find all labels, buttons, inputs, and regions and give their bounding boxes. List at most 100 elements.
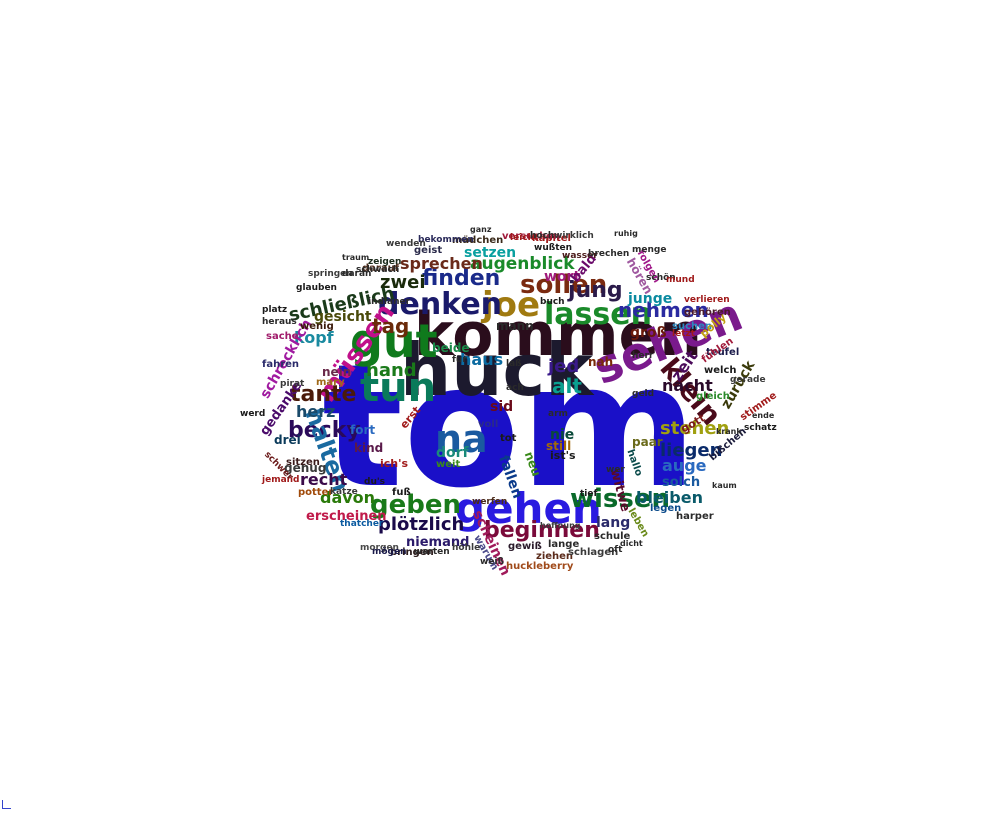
- word-cloud-word: herz: [296, 402, 336, 421]
- word-cloud-word: wirklich: [554, 231, 594, 241]
- word-cloud-word: huckleberry: [506, 561, 574, 572]
- word-cloud-word: traum: [342, 253, 370, 262]
- word-cloud-word: ich's: [380, 457, 409, 470]
- word-cloud-word: jemand: [262, 475, 300, 485]
- word-cloud-word: daran: [342, 269, 372, 279]
- word-cloud-word: kind: [354, 441, 384, 455]
- word-cloud-word: letzt: [672, 329, 696, 339]
- word-cloud-word: augenblick: [470, 254, 575, 274]
- word-cloud-word: nah: [588, 355, 614, 369]
- word-cloud-word: darauf: [362, 263, 400, 274]
- word-cloud-word: sollen: [520, 270, 608, 300]
- word-cloud-word: plötzlich: [378, 514, 465, 535]
- word-cloud-word: gesicht: [314, 309, 372, 325]
- word-cloud-word: nacht: [662, 376, 713, 395]
- word-cloud-word: wort: [544, 269, 581, 285]
- word-cloud-word: schlagen: [568, 547, 619, 558]
- word-cloud-word: herr: [632, 351, 654, 361]
- word-cloud-word: hoch: [530, 231, 555, 241]
- word-cloud-word: dicht: [620, 539, 643, 548]
- word-cloud-word: ruhig: [614, 229, 638, 238]
- word-cloud-word: verlieren: [684, 295, 730, 305]
- word-cloud-word: erscheinen: [306, 509, 387, 524]
- word-cloud-word: tief: [580, 489, 598, 499]
- word-cloud-word: schatz: [744, 423, 777, 433]
- word-cloud-word: geld: [632, 389, 655, 399]
- word-cloud-word: gerade: [730, 375, 766, 385]
- word-cloud-word: sitzen: [286, 457, 320, 468]
- word-cloud-word: beide: [432, 341, 470, 355]
- word-cloud-word: arm: [548, 409, 568, 419]
- word-cloud-word: fuß: [392, 487, 411, 498]
- word-cloud-word: dorf: [436, 445, 469, 461]
- word-cloud-word: pirat: [280, 379, 305, 389]
- word-cloud-word: suchen: [672, 321, 713, 332]
- word-cloud-word: lange: [548, 539, 580, 550]
- word-cloud-word: beginnen: [484, 518, 600, 543]
- word-cloud-word: katze: [330, 487, 358, 497]
- word-cloud-word: versuchen: [502, 231, 561, 242]
- word-cloud-word: gehören: [684, 307, 731, 318]
- word-cloud-word: schwach: [356, 265, 400, 275]
- corner-mark: [2, 800, 11, 809]
- word-cloud-word: brechen: [588, 249, 630, 259]
- word-cloud-word: sprechen: [400, 254, 483, 273]
- word-cloud-word: lassen: [544, 297, 652, 332]
- word-cloud-word: finden: [422, 266, 501, 291]
- word-cloud-word: fahren: [262, 359, 300, 370]
- word-cloud-word: laß: [506, 359, 522, 369]
- word-cloud-word: werd: [240, 409, 266, 419]
- word-cloud-word: harper: [676, 511, 714, 522]
- word-cloud-word: heraus: [262, 317, 297, 327]
- word-cloud-word: platz: [262, 305, 288, 315]
- word-cloud-word: junge: [628, 291, 673, 307]
- word-cloud-word: schule: [594, 531, 631, 542]
- word-cloud-word: paar: [632, 435, 663, 449]
- word-cloud-word: sache: [266, 331, 299, 342]
- word-cloud-word: bekommen: [418, 235, 474, 245]
- word-cloud-word: ist's: [550, 449, 576, 462]
- word-cloud-word: wasser: [562, 251, 598, 261]
- word-cloud-word: ach: [506, 383, 524, 393]
- word-cloud-word: joe: [482, 285, 541, 325]
- word-cloud-word: mädchen: [452, 235, 504, 246]
- word-cloud-word: ziehen: [536, 551, 574, 562]
- word-cloud-word: warten: [414, 547, 450, 557]
- word-cloud-word: mögen: [372, 547, 407, 557]
- word-cloud-word: stehen: [660, 418, 730, 439]
- word-cloud-word: geben: [370, 490, 461, 520]
- word-cloud-word: liegen: [660, 440, 723, 461]
- word-cloud-word: morgen: [360, 543, 399, 553]
- word-cloud-word: jed: [548, 356, 580, 377]
- word-cloud-word: lang: [596, 515, 631, 531]
- word-cloud-word: mund: [666, 275, 695, 285]
- word-cloud-word: davon: [320, 488, 376, 507]
- word-cloud-word: tante: [290, 382, 357, 407]
- word-cloud-word: du's: [364, 477, 385, 487]
- word-cloud-word: bleiben: [636, 488, 703, 507]
- word-cloud-word: zwei: [380, 272, 426, 293]
- word-cloud-word: still: [546, 439, 572, 453]
- word-cloud-word: höhle: [452, 543, 481, 553]
- word-cloud-word: tag: [372, 314, 410, 338]
- word-cloud-word: sid: [490, 399, 514, 415]
- word-cloud-word: kopf: [294, 328, 334, 347]
- word-cloud-word: becky: [288, 418, 361, 443]
- word-cloud-word: hoffnung: [540, 521, 581, 530]
- word-cloud-word: solch: [662, 475, 701, 490]
- word-cloud-word: gewiß: [508, 541, 542, 552]
- word-cloud-word: auge: [662, 456, 707, 475]
- word-cloud-word: wußten: [534, 243, 573, 253]
- word-cloud-word: welch: [704, 365, 737, 376]
- word-cloud-word: niemand: [406, 535, 470, 550]
- word-cloud-word: weit: [436, 459, 461, 470]
- word-cloud-word: na: [435, 417, 488, 461]
- word-cloud-word: kaum: [712, 481, 737, 490]
- word-cloud-word: glauben: [296, 283, 337, 293]
- word-cloud-word: gut: [350, 314, 438, 368]
- word-cloud-word: tom: [322, 328, 698, 526]
- word-cloud-word: oft: [608, 545, 623, 555]
- word-cloud-word: ganz: [470, 225, 492, 234]
- word-cloud-word: drei: [274, 433, 301, 447]
- word-cloud-word: huck: [400, 328, 594, 412]
